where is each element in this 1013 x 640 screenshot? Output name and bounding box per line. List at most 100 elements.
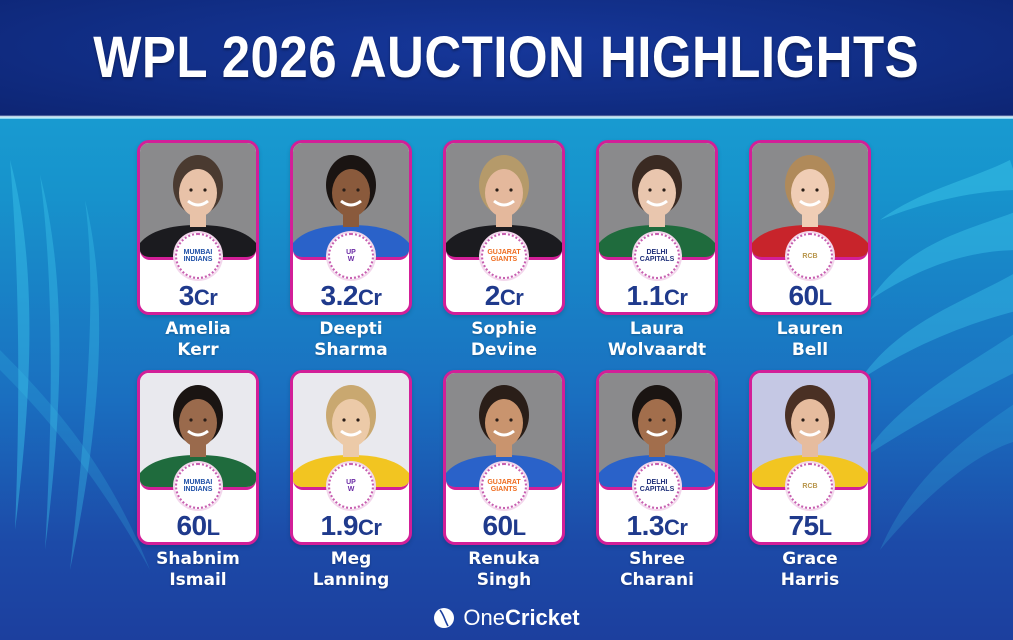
player-first-name: Sophie	[471, 319, 537, 339]
team-badge: MUMBAI INDIANS	[175, 233, 221, 279]
player-last-name: Kerr	[177, 340, 219, 360]
player-card: UP W 1.9Cr Meg Lanning	[290, 370, 412, 591]
header-banner: WPL 2026 AUCTION HIGHLIGHTS	[0, 0, 1013, 115]
player-portrait-icon	[599, 385, 715, 487]
player-name: Meg Lanning	[290, 549, 412, 591]
auction-price: 3Cr	[140, 280, 256, 312]
player-first-name: Renuka	[468, 549, 540, 569]
auction-price: 3.2Cr	[293, 280, 409, 312]
auction-price: 1.1Cr	[599, 281, 715, 312]
auction-price: 60L	[140, 510, 256, 542]
player-last-name: Devine	[470, 340, 538, 360]
player-name: Renuka Singh	[443, 549, 565, 591]
player-last-name: Singh	[476, 570, 532, 590]
team-badge: DELHI CAPITALS	[634, 233, 680, 279]
player-portrait-icon	[140, 385, 256, 487]
player-photo	[140, 373, 256, 490]
gujarat-giants-logo-icon: GUJARAT GIANTS	[487, 239, 521, 273]
player-last-name: Lanning	[312, 570, 390, 590]
player-photo	[752, 143, 868, 260]
player-card: RCB 75L Grace Harris	[749, 370, 871, 591]
player-name: Lauren Bell	[749, 319, 871, 361]
player-first-name: Laura	[629, 319, 685, 339]
price-value: 3.2	[320, 280, 359, 311]
player-name: Shree Charani	[596, 549, 718, 591]
header-divider	[0, 115, 1013, 119]
footer-brand: OneCricket	[0, 603, 1013, 633]
auction-price: 75L	[752, 511, 868, 542]
player-last-name: Wolvaardt	[607, 340, 707, 360]
delhi-capitals-logo-icon: DELHI CAPITALS	[640, 239, 674, 273]
brand-name-bold: Cricket	[505, 605, 580, 630]
player-name: Grace Harris	[749, 549, 871, 591]
player-last-name: Sharma	[314, 340, 388, 360]
player-card: RCB 60L Lauren Bell	[749, 140, 871, 361]
price-unit: L	[818, 285, 832, 310]
mumbai-indians-logo-icon: MUMBAI INDIANS	[181, 239, 215, 273]
player-first-name: Shabnim	[156, 549, 240, 569]
price-value: 60	[788, 280, 819, 311]
price-value: 60	[482, 510, 513, 541]
auction-price: 60L	[752, 280, 868, 312]
price-unit: Cr	[499, 285, 524, 310]
player-card: MUMBAI INDIANS 3Cr Amelia Kerr	[137, 140, 259, 361]
player-name: Sophie Devine	[443, 319, 565, 361]
price-value: 60	[176, 510, 207, 541]
price-value: 1.9	[320, 510, 359, 541]
player-first-name: Shree	[629, 549, 685, 569]
auction-price: 1.3Cr	[599, 510, 715, 542]
player-name: Laura Wolvaardt	[596, 319, 718, 361]
rcb-logo-icon: RCB	[793, 469, 827, 503]
price-unit: Cr	[357, 515, 382, 540]
player-card: DELHI CAPITALS 1.3Cr Shree Charani	[596, 370, 718, 591]
price-unit: Cr	[663, 285, 688, 310]
player-first-name: Deepti	[319, 319, 383, 339]
player-first-name: Lauren	[776, 319, 844, 339]
team-badge: GUJARAT GIANTS	[481, 233, 527, 279]
player-last-name: Harris	[780, 570, 840, 590]
player-card-frame: MUMBAI INDIANS 60L	[137, 370, 259, 545]
cricket-ball-icon	[434, 608, 455, 628]
player-last-name: Charani	[620, 570, 694, 590]
player-first-name: Meg	[330, 549, 372, 569]
price-value: 3	[178, 280, 195, 311]
brand-name-light: One	[463, 605, 505, 630]
page-title: WPL 2026 AUCTION HIGHLIGHTS	[93, 25, 920, 90]
player-card-frame: GUJARAT GIANTS 60L	[443, 370, 565, 545]
player-card: UP W 3.2Cr Deepti Sharma	[290, 140, 412, 361]
player-last-name: Ismail	[169, 570, 227, 590]
team-badge: DELHI CAPITALS	[634, 463, 680, 509]
rcb-logo-icon: RCB	[793, 239, 827, 273]
auction-price: 60L	[446, 510, 562, 542]
player-first-name: Amelia	[165, 319, 231, 339]
player-name: Shabnim Ismail	[137, 549, 259, 591]
player-card-frame: RCB 75L	[749, 370, 871, 545]
player-card: GUJARAT GIANTS 60L Renuka Singh	[443, 370, 565, 591]
player-card: GUJARAT GIANTS 2Cr Sophie Devine	[443, 140, 565, 361]
player-card-frame: MUMBAI INDIANS 3Cr	[137, 140, 259, 315]
price-unit: L	[512, 515, 526, 540]
delhi-capitals-logo-icon: DELHI CAPITALS	[640, 469, 674, 503]
price-unit: L	[818, 515, 832, 540]
price-unit: Cr	[357, 285, 382, 310]
price-unit: L	[206, 515, 220, 540]
team-badge: RCB	[787, 233, 833, 279]
mumbai-indians-logo-icon: MUMBAI INDIANS	[181, 469, 215, 503]
auction-price: 1.9Cr	[293, 510, 409, 542]
player-card: DELHI CAPITALS 1.1Cr Laura Wolvaardt	[596, 140, 718, 361]
price-unit: Cr	[663, 515, 688, 540]
up-warriorz-logo-icon: UP W	[334, 239, 368, 273]
price-unit: Cr	[193, 285, 218, 310]
team-badge: GUJARAT GIANTS	[481, 463, 527, 509]
player-card: MUMBAI INDIANS 60L Shabnim Ismail	[137, 370, 259, 591]
player-card-frame: UP W 3.2Cr	[290, 140, 412, 315]
player-card-frame: GUJARAT GIANTS 2Cr	[443, 140, 565, 315]
player-card-frame: DELHI CAPITALS 1.3Cr	[596, 370, 718, 545]
brand-name: OneCricket	[463, 605, 579, 631]
team-badge: RCB	[787, 463, 833, 509]
up-warriorz-logo-icon: UP W	[334, 469, 368, 503]
price-value: 2	[484, 280, 501, 311]
price-value: 1.3	[626, 510, 665, 541]
player-card-frame: UP W 1.9Cr	[290, 370, 412, 545]
player-first-name: Grace	[782, 549, 838, 569]
